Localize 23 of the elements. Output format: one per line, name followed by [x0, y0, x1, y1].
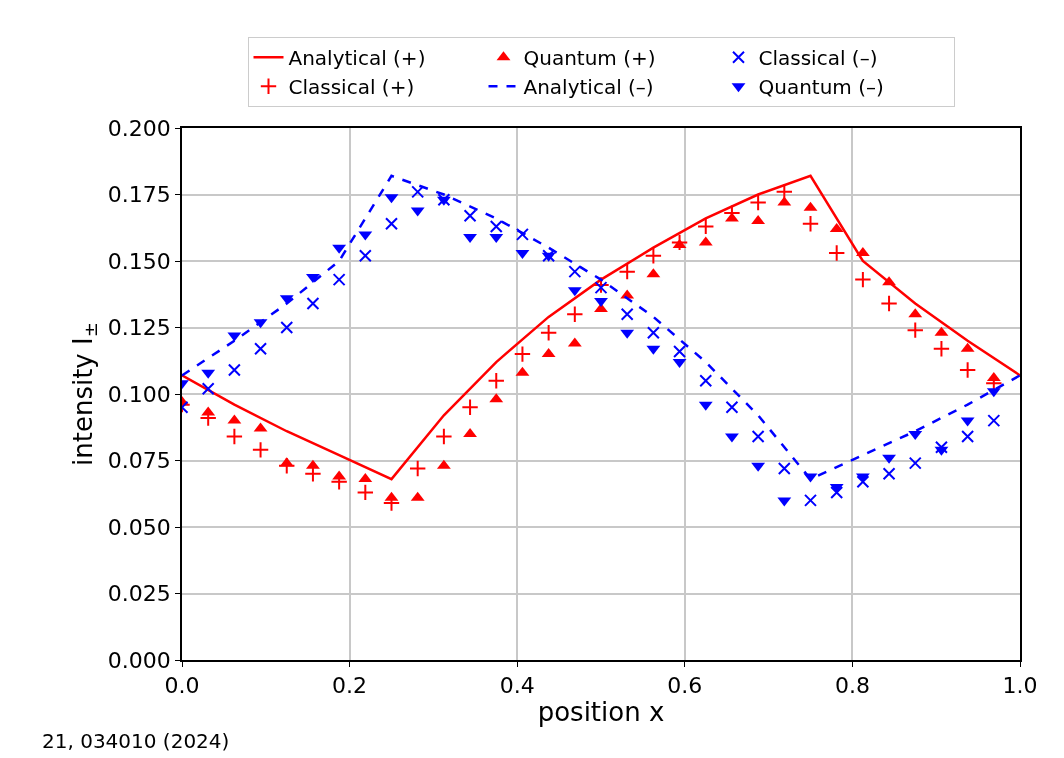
y-tick-label: 0.125 — [107, 315, 171, 341]
text: 21, 034010 (2024) — [42, 729, 230, 753]
legend-label: Classical (+) — [288, 75, 415, 100]
x-axis-title: position x — [537, 697, 665, 728]
y-tick-label: 0.175 — [107, 182, 171, 208]
y-tick-label: 0.000 — [107, 647, 171, 673]
y-tick-label: 0.150 — [107, 248, 171, 274]
legend-label: Quantum (+) — [523, 46, 656, 71]
legend-label: Quantum (–) — [758, 75, 884, 100]
x-tick-label: 0.2 — [332, 673, 368, 699]
x-tick-label: 0.4 — [499, 673, 535, 699]
y-tick-label: 0.075 — [107, 448, 171, 474]
y-tick-label: 0.100 — [107, 381, 171, 407]
x-tick-label: 0.8 — [834, 673, 870, 699]
y-tick-label: 0.050 — [107, 514, 171, 540]
legend-label: Analytical (–) — [523, 75, 654, 100]
legend-label: Analytical (+) — [288, 46, 426, 71]
x-tick-label: 0.6 — [667, 673, 703, 699]
x-tick-label: 0.0 — [164, 673, 200, 699]
x-tick-label: 1.0 — [1002, 673, 1038, 699]
legend-label: Classical (–) — [758, 46, 878, 71]
y-tick-label: 0.200 — [107, 115, 171, 141]
y-tick-label: 0.025 — [107, 581, 171, 607]
